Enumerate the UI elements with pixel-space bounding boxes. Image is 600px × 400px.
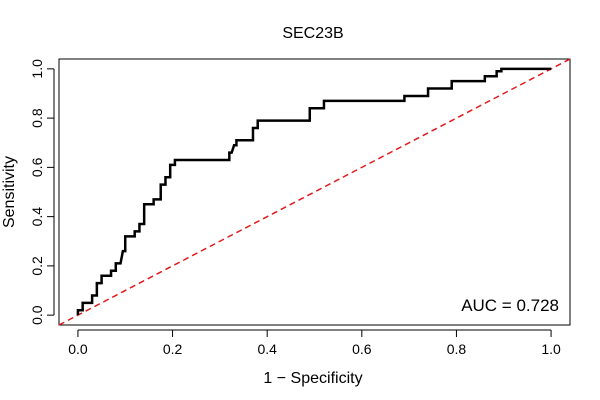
y-tick-label: 0.0 (29, 305, 45, 325)
y-tick-label: 0.2 (29, 256, 45, 276)
y-tick-label: 0.4 (29, 207, 45, 227)
x-tick-label: 0.4 (257, 341, 277, 357)
y-tick-label: 1.0 (29, 59, 45, 79)
reference-diagonal-line (58, 58, 571, 326)
x-tick-label: 0.2 (163, 341, 183, 357)
y-axis-label: Sensitivity (1, 156, 18, 228)
x-tick-label: 1.0 (541, 341, 561, 357)
x-axis: 0.0 0.2 0.4 0.6 0.8 1.0 (68, 329, 561, 357)
series-layer (58, 58, 571, 326)
plot-frame (58, 58, 571, 326)
y-axis: 0.0 0.2 0.4 0.6 0.8 1.0 (29, 59, 55, 325)
chart-title: SEC23B (282, 25, 343, 42)
x-axis-label: 1 − Specificity (263, 370, 362, 387)
x-tick-label: 0.6 (352, 341, 372, 357)
x-tick-label: 0.0 (68, 341, 88, 357)
roc-curve (76, 67, 552, 316)
x-tick-label: 0.8 (447, 341, 467, 357)
y-tick-label: 0.6 (29, 157, 45, 177)
y-tick-label: 0.8 (29, 108, 45, 128)
auc-annotation: AUC = 0.728 (461, 296, 559, 315)
